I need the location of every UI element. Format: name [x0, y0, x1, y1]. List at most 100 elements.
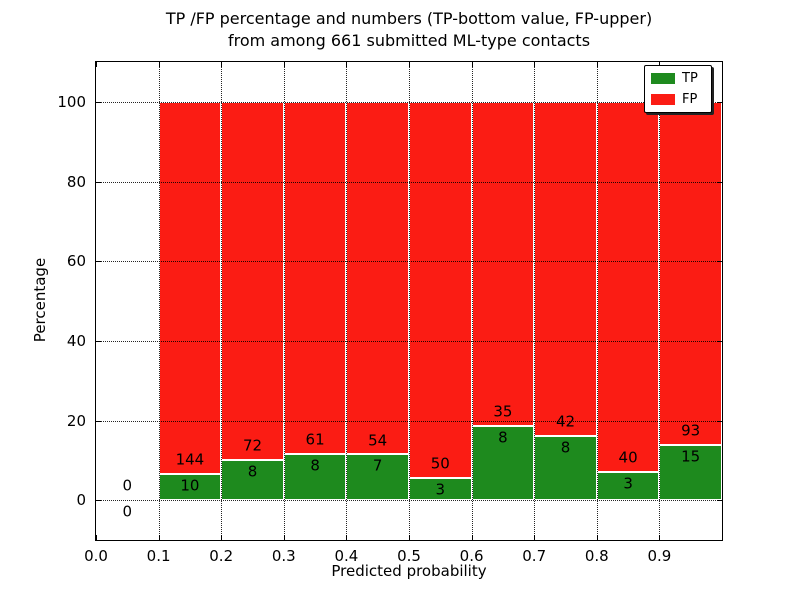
x-tick-mark-top	[346, 62, 348, 67]
bar-fp-segment	[221, 101, 284, 461]
x-tick-label: 0.3	[271, 547, 296, 565]
v-gridline	[659, 62, 661, 540]
y-tick-mark-right	[717, 181, 722, 183]
legend-label: TP	[682, 71, 698, 86]
tp-count-label: 8	[560, 438, 571, 457]
y-tick-mark-left	[96, 261, 101, 263]
chart-title: TP /FP percentage and numbers (TP-bottom…	[166, 8, 652, 52]
bar-fp-segment	[471, 101, 535, 427]
y-tick-mark-right	[717, 261, 722, 263]
y-tick-label: 80	[66, 172, 86, 191]
x-tick-label: 0.5	[397, 547, 421, 565]
x-tick-label: 0.4	[334, 547, 359, 565]
bar-fp-segment	[659, 101, 722, 445]
chart-title-line-2: from among 661 submitted ML-type contact…	[227, 31, 591, 50]
legend-label: FP	[682, 92, 698, 107]
bar-fp-segment	[283, 101, 347, 454]
bar-fp-segment	[346, 101, 409, 455]
fp-count-label: 0	[122, 476, 133, 495]
y-tick-label: 60	[66, 252, 86, 271]
y-tick-mark-right	[717, 420, 722, 422]
x-tick-mark-bottom	[471, 535, 473, 540]
bar-fp-segment	[534, 101, 597, 437]
y-tick-label: 0	[76, 491, 86, 510]
x-tick-mark-bottom	[96, 535, 97, 540]
v-gridline	[596, 62, 598, 540]
x-tick-mark-bottom	[534, 535, 536, 540]
plot-area: TP FP 0 0 144 10 72 8 61 8 54 7 50 3 35 8 42 8 40 3 93 15	[95, 61, 723, 541]
x-tick-mark-bottom	[596, 535, 598, 540]
tp-count-label: 15	[681, 447, 701, 466]
tp-count-label: 3	[623, 474, 633, 493]
x-tick-mark-top	[96, 62, 97, 67]
y-tick-mark-left	[96, 101, 101, 103]
v-gridline	[158, 62, 160, 540]
fp-count-label: 40	[618, 448, 638, 467]
v-gridline	[534, 62, 536, 540]
fp-count-label: 50	[430, 454, 450, 473]
legend: TP FP	[644, 65, 712, 113]
legend-entry-tp: TP	[651, 72, 705, 85]
chart-title-line-1: TP /FP percentage and numbers (TP-bottom…	[165, 9, 653, 28]
y-tick-mark-left	[96, 420, 101, 422]
fp-count-label: 54	[368, 431, 388, 449]
fp-count-label: 144	[175, 450, 205, 469]
v-gridline	[283, 62, 285, 540]
tp-count-label: 10	[180, 476, 200, 495]
x-tick-label: 0.9	[647, 547, 672, 565]
v-gridline	[409, 62, 410, 540]
x-axis-label: Predicted probability	[331, 562, 487, 580]
x-tick-label: 0.0	[84, 547, 108, 565]
x-tick-mark-top	[534, 62, 536, 67]
x-tick-label: 0.1	[146, 547, 171, 565]
y-tick-mark-left	[96, 340, 101, 342]
y-tick-mark-left	[96, 500, 101, 502]
fp-count-label: 93	[681, 421, 701, 440]
fp-count-label: 42	[555, 412, 576, 431]
y-tick-mark-right	[717, 101, 722, 103]
bar-tp-segment	[346, 454, 409, 501]
x-tick-mark-bottom	[221, 535, 223, 540]
x-tick-mark-top	[221, 62, 223, 67]
x-tick-mark-bottom	[346, 535, 348, 540]
fp-count-label: 35	[493, 402, 513, 421]
bar-tp-segment	[596, 472, 660, 501]
x-tick-mark-top	[471, 62, 473, 67]
fp-count-label: 72	[242, 436, 263, 455]
tp-count-label: 7	[372, 456, 383, 475]
x-tick-mark-top	[659, 62, 661, 67]
tp-count-label: 3	[435, 480, 446, 499]
v-gridline	[346, 62, 348, 540]
x-tick-mark-bottom	[158, 535, 160, 540]
legend-entry-fp: FP	[651, 93, 705, 106]
x-tick-label: 0.6	[459, 547, 484, 565]
x-tick-mark-top	[409, 62, 410, 67]
v-gridline	[221, 62, 223, 540]
x-tick-label: 0.7	[522, 547, 547, 565]
bar-tp-segment	[659, 444, 722, 501]
x-tick-mark-top	[283, 62, 285, 67]
tp-count-label: 8	[247, 462, 258, 481]
y-axis-label: Percentage	[31, 257, 49, 343]
x-tick-mark-top	[596, 62, 598, 67]
tp-count-label: 8	[310, 456, 320, 475]
fp-swatch-icon	[651, 94, 675, 105]
y-tick-mark-right	[717, 340, 722, 342]
tp-count-label: 0	[122, 502, 133, 521]
y-tick-label: 40	[66, 331, 86, 350]
y-tick-mark-right	[717, 500, 722, 502]
v-gridline	[471, 62, 473, 540]
bar-tp-segment	[158, 474, 222, 501]
y-tick-label: 100	[57, 92, 86, 111]
tp-count-label: 8	[498, 428, 508, 447]
y-tick-label: 20	[66, 411, 86, 430]
y-tick-mark-left	[96, 181, 101, 183]
x-tick-label: 0.2	[209, 547, 234, 565]
tp-swatch-icon	[651, 73, 675, 84]
x-tick-mark-bottom	[283, 535, 285, 540]
bar-tp-segment	[283, 453, 347, 501]
x-tick-mark-bottom	[409, 535, 410, 540]
x-tick-mark-top	[158, 62, 160, 67]
x-tick-label: 0.8	[584, 547, 609, 565]
